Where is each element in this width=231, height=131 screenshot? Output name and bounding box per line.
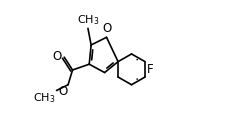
Text: O: O	[58, 85, 67, 98]
Text: CH$_3$: CH$_3$	[33, 91, 56, 105]
Text: F: F	[147, 63, 154, 76]
Text: O: O	[53, 50, 62, 63]
Text: CH$_3$: CH$_3$	[77, 13, 99, 27]
Text: O: O	[103, 22, 112, 35]
